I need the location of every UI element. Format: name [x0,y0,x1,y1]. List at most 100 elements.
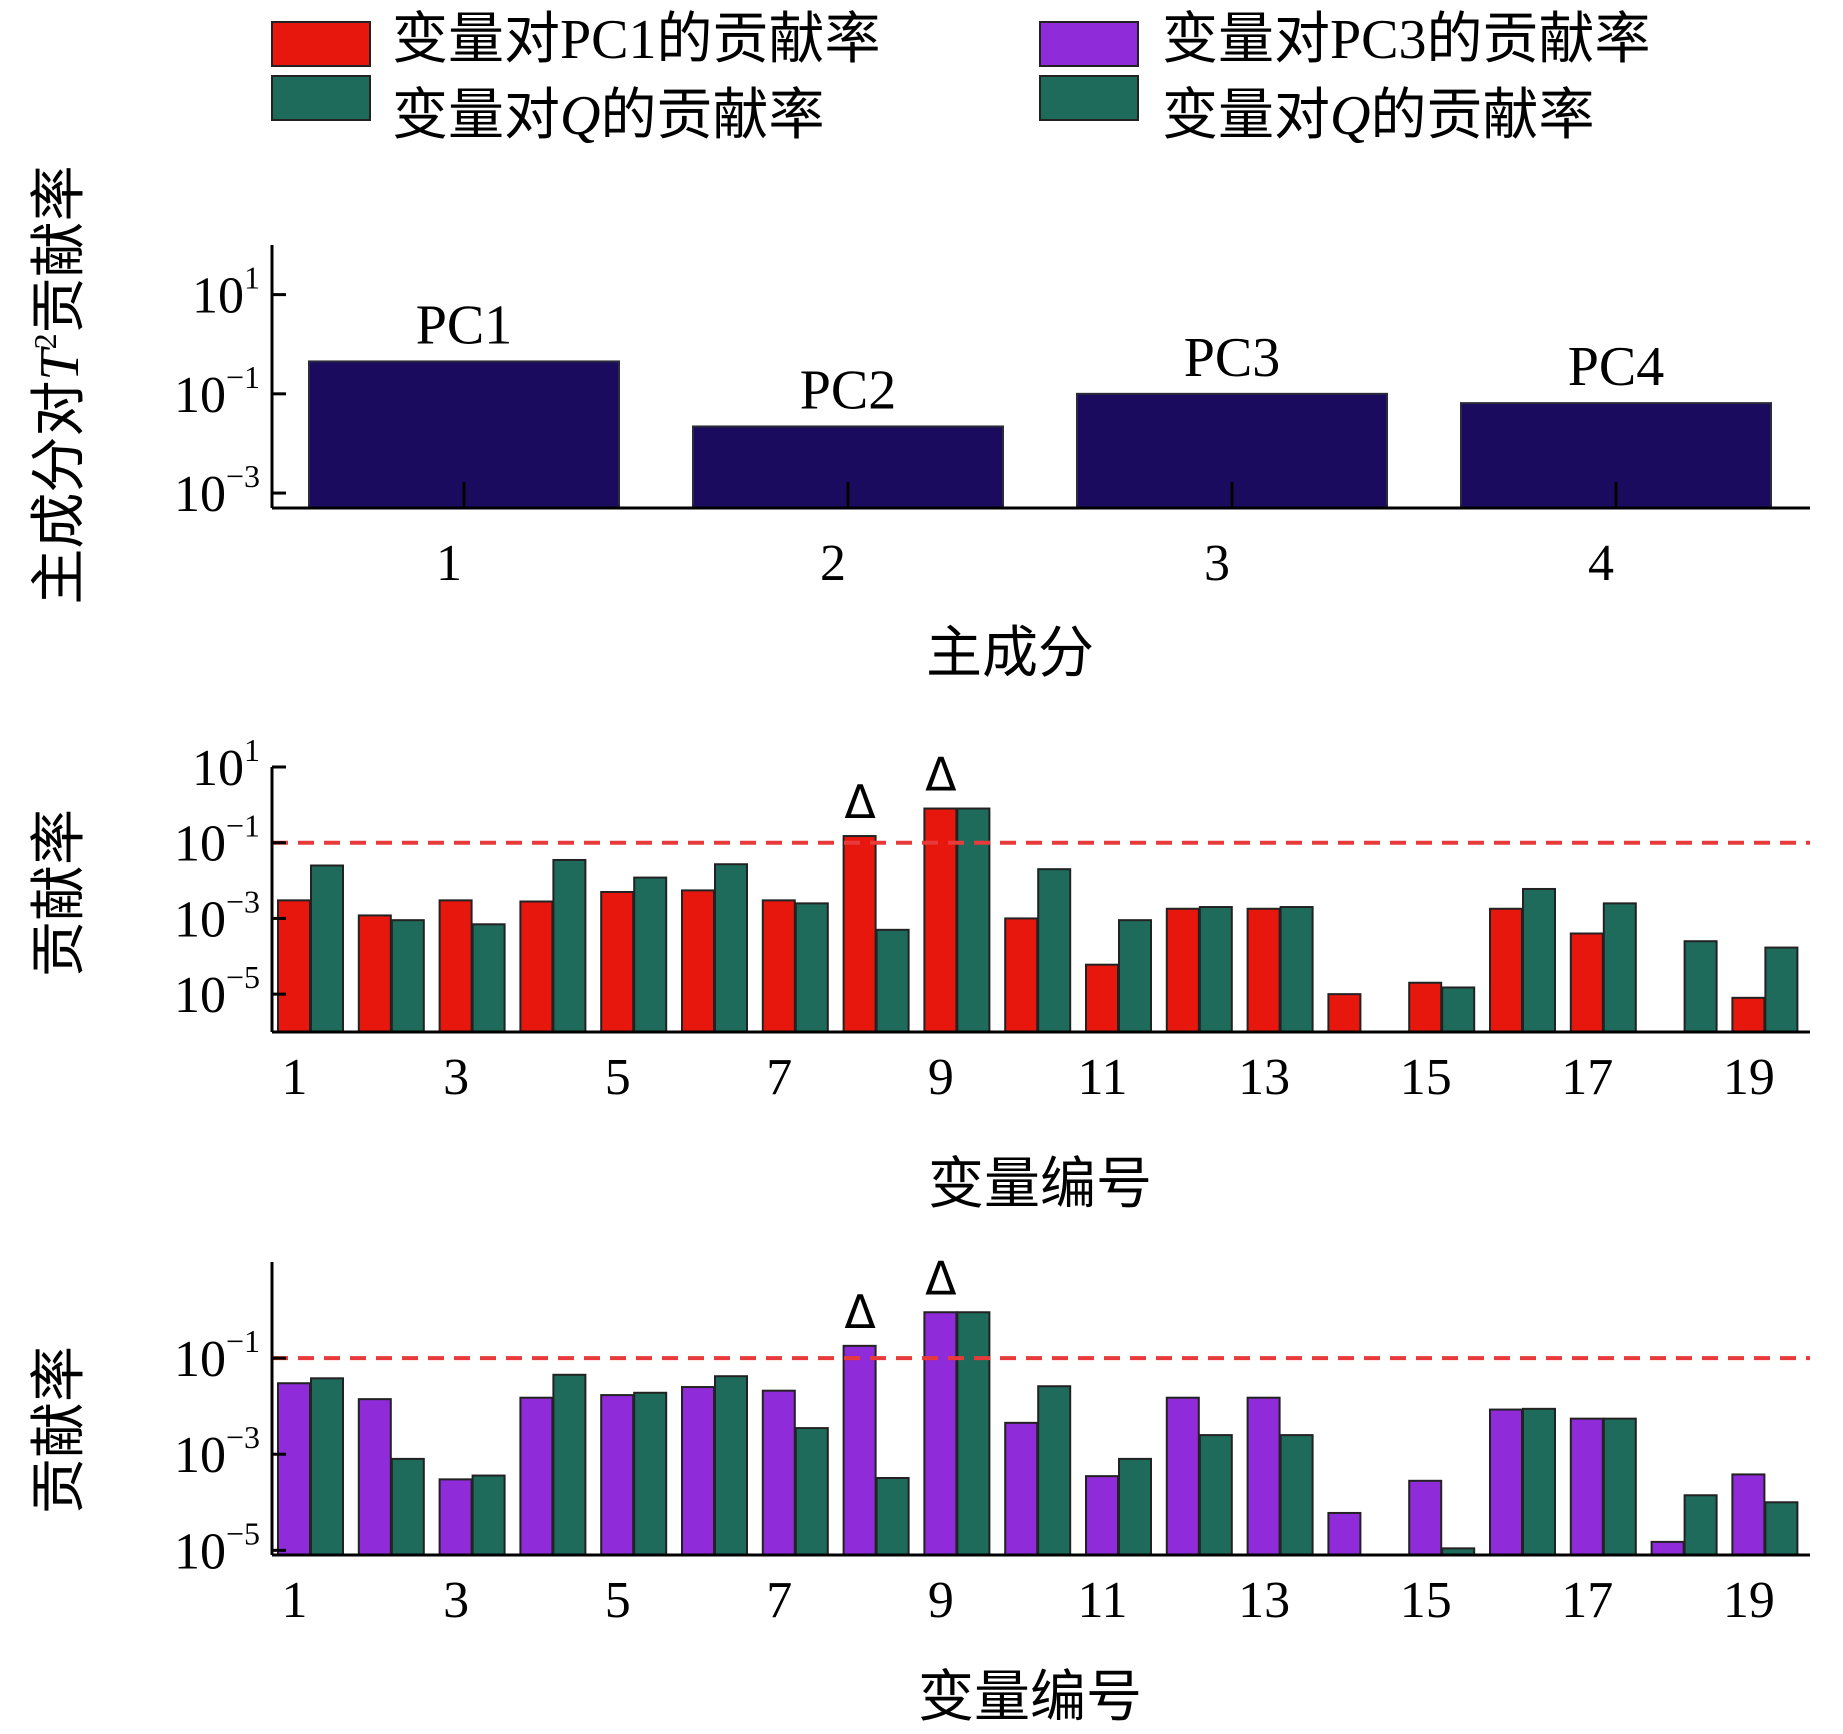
y-tick-label: 10−1 [174,359,260,424]
bar-label: PC1 [416,294,513,356]
bar [842,835,877,1033]
bar [552,858,587,1033]
y-tick-label: 10−1 [174,808,260,873]
y-tick-label: 101 [192,732,260,797]
legend-label-q-right: 变量对Q的贡献率 [1162,85,1594,147]
bar [471,1474,506,1557]
bar [1650,1540,1685,1557]
anomaly-marker: Δ [844,1285,876,1339]
x-axis-title-pc: 主成分 [926,623,1094,685]
anomaly-marker: Δ [925,1251,957,1305]
bar [600,1394,635,1556]
bar [1489,907,1523,1034]
bar [1441,986,1476,1034]
bar [1198,906,1233,1033]
x-tick-label: 7 [766,1049,792,1106]
bar [1037,868,1072,1033]
bar [1118,1457,1152,1556]
legend: 变量对PC1的贡献率 变量对Q的贡献率 变量对PC3的贡献率 变量对Q的贡献率 [271,9,1651,147]
legend-swatch-q-left [271,75,371,121]
bar [600,890,635,1034]
bar [681,1386,715,1556]
bar [1408,1479,1443,1556]
bar [1602,1417,1637,1556]
bar [471,923,506,1034]
bar [1327,993,1362,1034]
x-tick-label: 3 [1204,535,1230,592]
bar [681,889,715,1034]
bar [794,1427,829,1556]
bar [761,899,796,1034]
bar [1246,907,1281,1034]
legend-swatch-q-right [1039,75,1139,121]
y-tick-label: 101 [192,260,260,325]
bar [390,1457,425,1556]
legend-swatch-pc1 [271,21,371,67]
x-tick-label: 5 [605,1049,631,1106]
bar [519,1396,554,1557]
bar [1037,1385,1072,1557]
bar [1085,963,1119,1033]
bar [1731,1473,1766,1557]
x-tick-label: 13 [1238,1049,1290,1106]
bar [1246,1396,1281,1557]
bar [842,1344,877,1556]
x-tick-label: 5 [605,1572,631,1629]
bar [1085,1475,1119,1556]
bar [1569,932,1604,1034]
bar-label: PC3 [1184,327,1281,389]
bar [1764,946,1799,1034]
y-tick-label: 10−5 [174,1515,260,1580]
bar [519,900,554,1033]
y-axis-title-pc1: 贡献率 [29,809,91,977]
x-tick-label: 11 [1077,1049,1127,1106]
bar [552,1373,587,1557]
x-tick-label: 7 [766,1572,792,1629]
x-tick-label: 17 [1561,1572,1613,1629]
y-axis-title-pc: 主成分对T2贡献率 [27,165,91,604]
anomaly-marker: Δ [925,748,957,802]
bar [714,1375,748,1557]
bar [1165,1396,1200,1557]
x-tick-label: 2 [820,535,846,592]
x-tick-label: 19 [1723,1049,1775,1106]
y-axis-title-pc3: 贡献率 [29,1346,91,1514]
x-tick-label: 15 [1400,1049,1452,1106]
bar [1165,907,1200,1034]
bar-label: PC2 [800,359,897,421]
bar [390,919,425,1034]
bar [1569,1417,1604,1556]
bar [1731,996,1766,1033]
bar [1004,917,1039,1034]
y-tick-label: 10−1 [174,1323,260,1388]
bar [1522,1407,1556,1556]
x-axis-title-pc1: 变量编号 [928,1154,1152,1216]
bar [633,876,668,1033]
bar [438,899,473,1034]
x-tick-label: 13 [1238,1572,1290,1629]
x-tick-label: 3 [443,1572,469,1629]
bar [714,863,748,1033]
x-tick-label: 9 [928,1572,954,1629]
x-tick-label: 15 [1400,1572,1452,1629]
bar [1764,1501,1799,1556]
bar [1489,1408,1523,1557]
bar [1683,1494,1718,1557]
bar [438,1478,473,1556]
legend-label-pc3: 变量对PC3的贡献率 [1162,9,1651,71]
legend-label-pc1: 变量对PC1的贡献率 [392,9,881,71]
panel-principal-components: PC1 1 PC2 2 PC3 3 PC4 4 101 10−1 10−3 主成分 主成分对T2贡献… [27,165,1810,685]
legend-swatch-pc3 [1039,21,1139,67]
bar [310,864,344,1033]
bar [277,899,311,1034]
anomaly-marker: Δ [844,775,876,829]
bar [1004,1421,1039,1557]
y-tick-label: 10−3 [174,1419,260,1484]
bar [875,928,910,1033]
bar [1118,919,1152,1034]
x-axis-title-pc3: 变量编号 [918,1667,1142,1729]
